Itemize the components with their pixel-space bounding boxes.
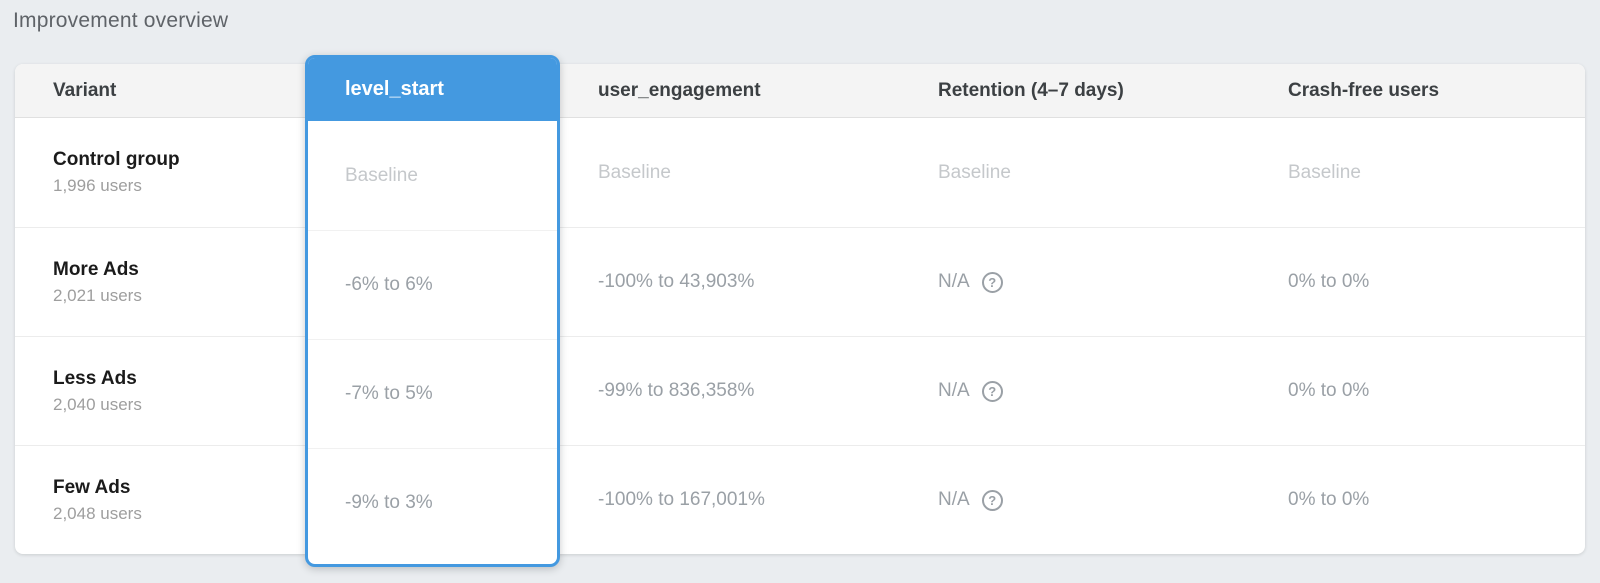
variant-user-count: 2,048 users [53,503,142,523]
cell-value: N/A [938,489,970,510]
variant-user-count: 2,040 users [53,394,142,414]
selected-metric-column[interactable]: level_start Baseline -6% to 6% -7% to 5%… [305,55,560,567]
cell-value: -99% to 836,358% [598,380,755,401]
help-icon[interactable]: ? [981,380,1003,402]
cell-value: -100% to 167,001% [598,489,765,510]
variant-user-count: 2,021 users [53,285,142,305]
variant-cell: Control group 1,996 users [15,118,305,227]
user-engagement-cell: -100% to 167,001% [560,446,900,554]
help-icon[interactable]: ? [981,271,1003,293]
variant-user-count: 1,996 users [53,176,142,195]
cell-value: 0% to 0% [1288,271,1370,292]
table-row-more-ads: More Ads 2,021 users -100% to 43,903% N/… [15,227,1585,336]
retention-cell: N/A ? [900,228,1250,336]
variant-name: More Ads [53,258,139,280]
help-icon[interactable]: ? [981,489,1003,511]
column-header-variant[interactable]: Variant [53,79,117,101]
cell-value: N/A [938,380,970,401]
level-start-cell: -6% to 6% [308,230,557,339]
cell-value: Baseline [1288,161,1361,183]
retention-cell: N/A ? [900,337,1250,445]
crash-free-cell: 0% to 0% [1250,446,1585,554]
page-title: Improvement overview [13,9,229,32]
column-header-level-start[interactable]: level_start [308,58,557,121]
variant-cell: More Ads 2,021 users [15,228,305,336]
table-row-few-ads: Few Ads 2,048 users -100% to 167,001% N/… [15,445,1585,554]
cell-value: -100% to 43,903% [598,271,755,292]
level-start-cell: -7% to 5% [308,339,557,448]
column-header-retention[interactable]: Retention (4–7 days) [938,79,1124,101]
variant-cell: Few Ads 2,048 users [15,446,305,554]
variant-name: Less Ads [53,367,137,389]
level-start-cell: -9% to 3% [308,448,557,557]
cell-value: Baseline [938,161,1011,183]
variant-name: Few Ads [53,476,131,498]
cell-value: Baseline [598,161,671,183]
column-header-user-engagement[interactable]: user_engagement [598,79,761,101]
variant-name: Control group [53,149,180,170]
crash-free-cell: Baseline [1250,118,1585,227]
table-row-control-group: Control group 1,996 users Baseline Basel… [15,118,1585,227]
user-engagement-cell: Baseline [560,118,900,227]
level-start-cell: Baseline [345,164,418,186]
cell-value: N/A [938,271,970,292]
crash-free-cell: 0% to 0% [1250,337,1585,445]
cell-value: 0% to 0% [1288,489,1370,510]
variant-cell: Less Ads 2,040 users [15,337,305,445]
retention-cell: Baseline [900,118,1250,227]
selected-column-body: Baseline -6% to 6% -7% to 5% -9% to 3% [308,121,557,557]
improvement-overview-table: Variant user_engagement Retention (4–7 d… [15,55,1585,567]
user-engagement-cell: -100% to 43,903% [560,228,900,336]
cell-value: 0% to 0% [1288,380,1370,401]
user-engagement-cell: -99% to 836,358% [560,337,900,445]
retention-cell: N/A ? [900,446,1250,554]
crash-free-cell: 0% to 0% [1250,228,1585,336]
table-header-row: Variant user_engagement Retention (4–7 d… [15,64,1585,118]
table-row-less-ads: Less Ads 2,040 users -99% to 836,358% N/… [15,336,1585,445]
column-header-crash-free[interactable]: Crash-free users [1288,79,1440,101]
